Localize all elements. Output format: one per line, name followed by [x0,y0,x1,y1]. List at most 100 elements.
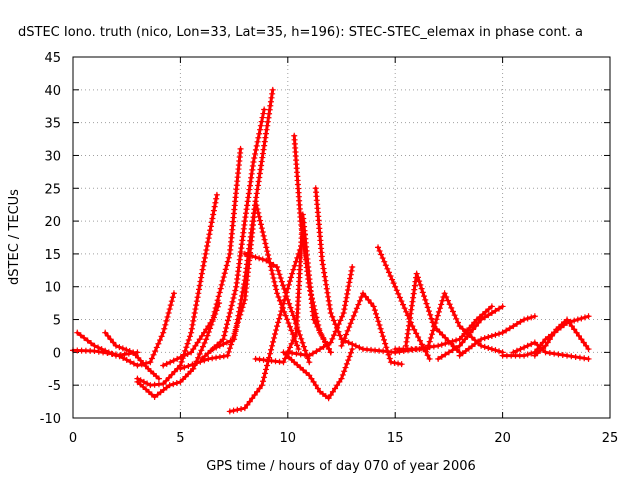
data-point [253,190,260,197]
data-point [329,313,336,320]
data-point [263,257,270,264]
series-11 [291,132,334,356]
data-point [197,278,204,285]
data-point [181,364,188,371]
data-point [203,326,210,333]
data-point [444,297,451,304]
data-point [251,392,258,399]
y-tick-label: 25 [44,182,61,197]
data-point [334,324,341,331]
data-point [262,240,269,247]
data-point [381,336,388,343]
data-point [167,302,174,309]
data-point [202,250,209,257]
data-point [443,293,450,300]
series-25 [74,329,141,359]
data-point [226,345,233,352]
data-point [400,301,407,308]
data-point [419,289,426,296]
data-point [231,291,238,298]
data-point [168,298,175,305]
data-point [581,355,588,362]
data-point [528,341,535,348]
data-point [453,344,460,351]
data-point [254,206,261,213]
data-point [278,301,285,308]
data-point [428,315,435,322]
data-point [291,262,298,269]
data-point [325,395,332,402]
data-point [365,296,372,303]
data-point [413,270,420,277]
y-tick-label: 5 [53,314,61,329]
data-point [564,316,571,323]
data-point [256,174,263,181]
data-point [256,385,263,392]
data-point [353,305,360,312]
data-point [238,308,245,315]
data-point [163,317,170,324]
data-point [349,264,356,271]
data-point [368,300,375,307]
data-point [231,330,238,337]
data-point [212,199,219,206]
data-point [386,355,393,362]
data-point [342,364,349,371]
data-marks [70,86,592,415]
data-point [359,290,366,297]
data-point [531,313,538,320]
data-point [313,314,320,321]
data-point [578,336,585,343]
data-point [485,312,492,319]
data-point [513,320,520,327]
series-line [376,245,432,361]
data-point [571,326,578,333]
data-point [303,369,310,376]
data-point [194,339,201,346]
data-point [297,364,304,371]
data-point [163,377,170,384]
chart-title: dSTEC Iono. truth (nico, Lon=33, Lat=35,… [18,25,583,40]
data-point [226,309,233,316]
data-point [572,353,579,360]
data-point [280,359,287,366]
data-point [193,360,200,367]
data-point [342,298,349,305]
data-point [257,126,264,133]
data-point [160,329,167,336]
data-point [513,347,520,354]
data-point [275,294,282,301]
y-tick-label: 15 [44,248,61,263]
data-point [254,388,261,395]
data-point [241,405,248,412]
data-point [435,342,442,349]
x-tick-label: 5 [176,431,184,446]
data-point [277,311,284,318]
data-point [276,315,283,322]
data-point [417,337,424,344]
data-point [370,303,377,310]
data-point [290,337,297,344]
data-point [578,315,585,322]
data-point [524,315,531,322]
data-point [102,329,109,336]
data-point [285,281,292,288]
series-19 [435,303,506,362]
data-point [425,308,432,315]
data-point [414,274,421,281]
data-point [423,300,430,307]
data-point [327,339,334,346]
data-point [237,311,244,318]
data-point [377,325,384,332]
data-point [258,158,265,165]
data-point [222,266,229,273]
data-point [163,360,170,367]
data-point [119,345,126,352]
data-point [451,312,458,319]
data-point [431,323,438,330]
data-point [267,98,274,105]
data-point [217,285,224,292]
data-point [208,219,215,226]
data-point [228,341,235,348]
